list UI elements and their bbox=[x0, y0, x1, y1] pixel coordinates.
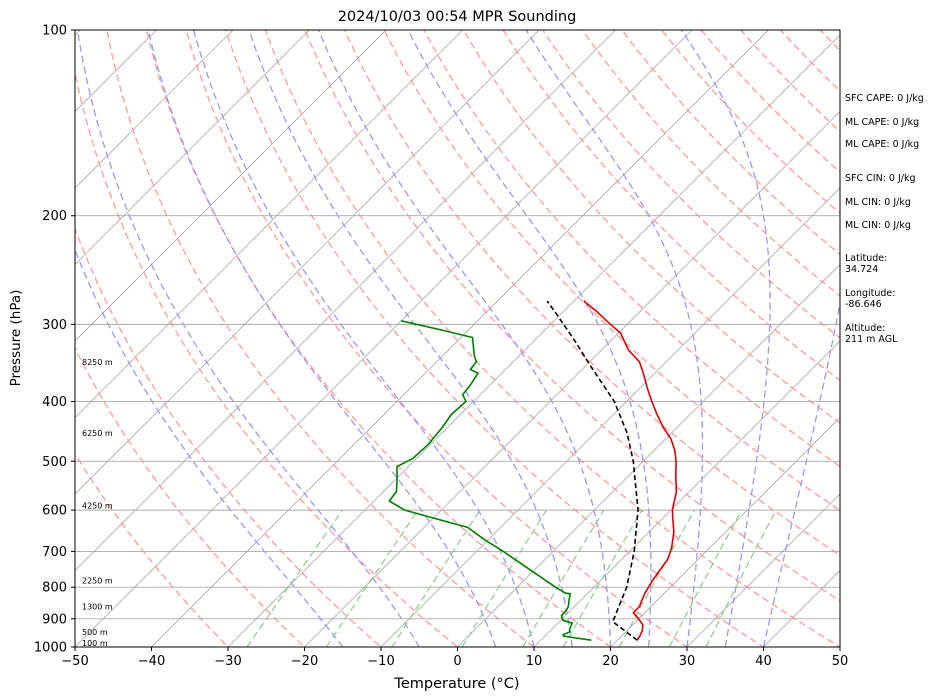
height-labels: 8250 m 6250 m 4250 m 2250 m 1300 m 500 m 100 m bbox=[82, 358, 113, 648]
dry-adiabat-line bbox=[75, 452, 229, 647]
dry-adiabat-line bbox=[581, 30, 840, 297]
stat-ml-cin-2: ML CIN: 0 J/kg bbox=[845, 220, 911, 231]
height-label: 4250 m bbox=[82, 502, 113, 511]
y-tick-label: 900 bbox=[42, 612, 67, 627]
dry-adiabat-line bbox=[264, 30, 840, 647]
y-tick-label: 100 bbox=[42, 24, 67, 39]
mixing-ratio-line bbox=[246, 509, 344, 647]
height-label: 1300 m bbox=[82, 603, 113, 612]
isotherm-line bbox=[75, 30, 540, 495]
height-label: 2250 m bbox=[82, 576, 113, 585]
dry-adiabat-line bbox=[462, 30, 840, 424]
dry-adiabat-line bbox=[541, 30, 840, 339]
stat-sfc-cin: SFC CIN: 0 J/kg bbox=[845, 173, 916, 184]
moist-adiabat-line bbox=[317, 30, 612, 647]
mixing-ratio-line bbox=[461, 509, 548, 647]
stat-ml-cape-2: ML CAPE: 0 J/kg bbox=[845, 139, 920, 150]
x-tick-label: 0 bbox=[453, 654, 461, 669]
series-lines bbox=[388, 300, 678, 641]
moist-adiabat-line bbox=[680, 30, 771, 647]
dry-adiabat-line bbox=[75, 346, 306, 647]
dry-adiabat-line bbox=[225, 30, 765, 647]
dry-adiabat-line bbox=[106, 30, 536, 647]
moist-adiabat-line bbox=[75, 248, 344, 647]
isotherm-line bbox=[75, 30, 617, 572]
stat-altitude-value: 211 m AGL bbox=[845, 334, 898, 345]
isotherm-line bbox=[150, 30, 770, 647]
moist-adiabat-line bbox=[248, 30, 573, 647]
sounding-stats-panel: SFC CAPE: 0 J/kg ML CAPE: 0 J/kg ML CAPE… bbox=[845, 0, 947, 700]
y-tick-label: 700 bbox=[42, 545, 67, 560]
height-label: 6250 m bbox=[82, 429, 113, 438]
x-tick-label: 20 bbox=[602, 654, 619, 669]
isotherm-line bbox=[380, 187, 840, 647]
isotherm-line bbox=[75, 30, 464, 419]
dry-adiabat-line bbox=[75, 69, 459, 647]
stat-ml-cape: ML CAPE: 0 J/kg bbox=[845, 117, 920, 128]
background-lines bbox=[75, 30, 840, 647]
moist-adiabat-line bbox=[762, 299, 840, 647]
y-tick-label: 800 bbox=[42, 581, 67, 596]
x-axis-label: Temperature (°C) bbox=[393, 676, 519, 692]
moist-adiabat-line bbox=[407, 30, 652, 647]
stat-latitude-label: Latitude: bbox=[845, 253, 888, 264]
isotherm-line bbox=[75, 30, 158, 113]
chart-title: 2024/10/03 00:54 MPR Sounding bbox=[338, 9, 577, 25]
y-tick-label: 300 bbox=[42, 318, 67, 333]
mixing-ratio-line bbox=[705, 509, 777, 647]
y-axis: 1000 900 800 700 600 500 400 300 200 100 bbox=[34, 24, 75, 656]
mixing-ratio-line bbox=[391, 509, 481, 647]
dry-adiabat-line bbox=[502, 30, 840, 381]
y-tick-label: 400 bbox=[42, 395, 67, 410]
isotherm-line bbox=[303, 110, 840, 647]
moist-adiabat-line bbox=[147, 30, 497, 647]
stat-longitude-value: -86.646 bbox=[845, 299, 882, 310]
height-label: 500 m bbox=[82, 628, 108, 637]
mixing-ratio-line bbox=[668, 509, 743, 647]
moist-adiabat-line bbox=[192, 30, 535, 647]
x-tick-label: 10 bbox=[526, 654, 543, 669]
y-tick-label: 1000 bbox=[34, 641, 67, 656]
isotherm-line bbox=[227, 34, 840, 647]
height-label: 100 m bbox=[82, 639, 108, 648]
isotherm-line bbox=[75, 30, 234, 189]
parcel-path-line bbox=[546, 300, 639, 641]
stat-ml-cin: ML CIN: 0 J/kg bbox=[845, 197, 911, 208]
moist-adiabat-line bbox=[525, 30, 704, 647]
x-tick-label: −20 bbox=[291, 654, 318, 669]
y-tick-label: 200 bbox=[42, 209, 67, 224]
dewpoint-line bbox=[388, 320, 592, 641]
stat-latitude-value: 34.724 bbox=[845, 264, 879, 275]
temperature-line bbox=[583, 300, 678, 641]
y-axis-label: Pressure (hPa) bbox=[8, 290, 24, 387]
x-tick-label: −50 bbox=[61, 654, 88, 669]
stat-longitude-label: Longitude: bbox=[845, 288, 896, 299]
mixing-ratio-line bbox=[522, 509, 605, 647]
isotherm-line bbox=[75, 30, 693, 647]
isotherm-line bbox=[609, 416, 840, 647]
stat-sfc-cape: SFC CAPE: 0 J/kg bbox=[845, 93, 924, 104]
isotherm-line bbox=[456, 263, 840, 647]
dry-adiabat-line bbox=[185, 30, 689, 647]
plot-frame bbox=[74, 29, 841, 648]
isotherm-line bbox=[75, 30, 387, 342]
moist-adiabat-line bbox=[76, 30, 420, 647]
pressure-grid bbox=[75, 29, 840, 648]
height-label: 8250 m bbox=[82, 358, 113, 367]
isotherm-line bbox=[686, 493, 840, 647]
x-tick-label: −40 bbox=[138, 654, 165, 669]
x-tick-label: 50 bbox=[832, 654, 849, 669]
x-axis: −50 −40 −30 −20 −10 0 10 20 30 40 50 bbox=[61, 647, 848, 669]
y-tick-label: 500 bbox=[42, 455, 67, 470]
x-tick-label: −30 bbox=[214, 654, 241, 669]
isotherm-line bbox=[75, 30, 311, 266]
stat-altitude-label: Altitude: bbox=[845, 323, 886, 334]
dry-adiabat-line bbox=[304, 30, 840, 602]
x-tick-label: 40 bbox=[755, 654, 772, 669]
x-tick-label: 30 bbox=[679, 654, 696, 669]
dry-adiabat-line bbox=[145, 30, 612, 647]
y-tick-label: 600 bbox=[42, 504, 67, 519]
x-tick-label: −10 bbox=[367, 654, 394, 669]
